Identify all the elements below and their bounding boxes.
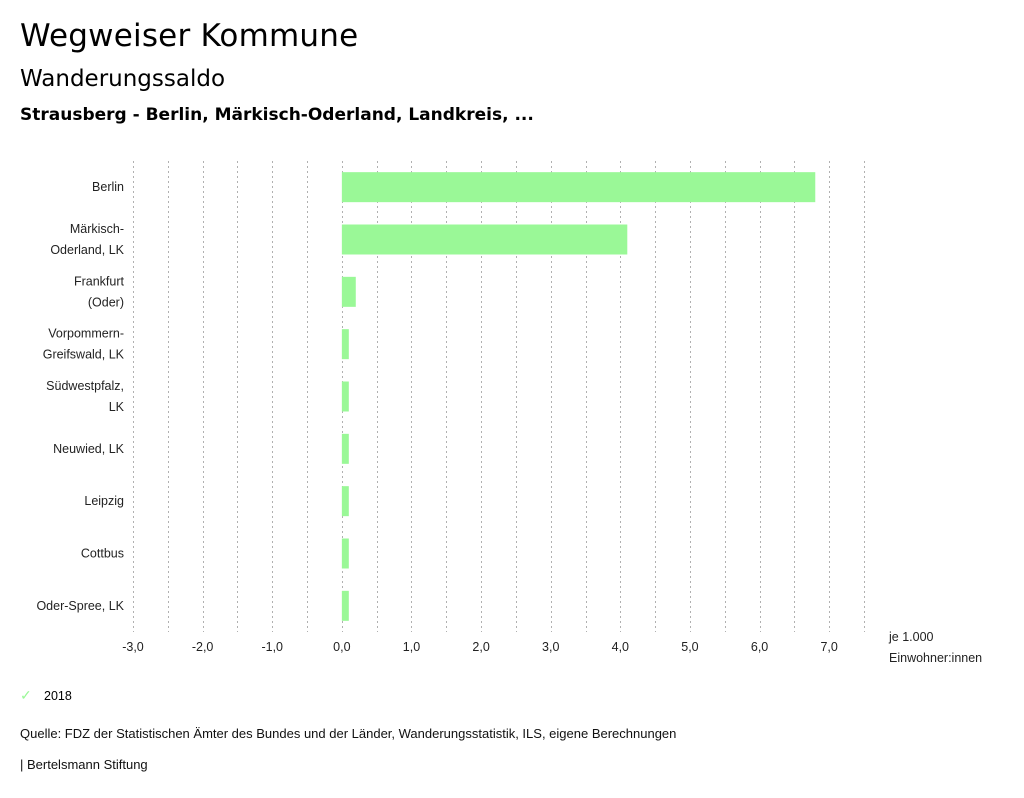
bar[interactable] [341, 538, 349, 569]
category-label-line: Leipzig [84, 494, 124, 508]
bar-chart: Berlin Märkisch- Oderland, LK Frankfurt (Ode… [36, 161, 982, 665]
legend-item-label: 2018 [44, 688, 72, 703]
bar[interactable] [341, 433, 349, 464]
category-label-line: Greifswald, LK [43, 348, 125, 362]
category-label: Cottbus [81, 547, 124, 561]
bar[interactable] [341, 172, 816, 203]
legend[interactable]: ✓ 2018 [20, 687, 72, 704]
category-label: Märkisch- Oderland, LK [50, 222, 124, 257]
x-tick-label: 5,0 [681, 640, 698, 654]
region-label: Strausberg - Berlin, Märkisch-Oderland, … [20, 105, 534, 125]
category-label: Vorpommern- Greifswald, LK [43, 327, 125, 362]
category-label: Südwestpfalz, LK [46, 379, 124, 414]
category-label-line: (Oder) [88, 295, 124, 309]
x-tick-label: 6,0 [751, 640, 768, 654]
x-tick-label: 7,0 [820, 640, 837, 654]
category-label-line: Oderland, LK [50, 243, 124, 257]
category-label-line: Oder-Spree, LK [36, 599, 124, 613]
category-label: Neuwied, LK [53, 442, 125, 456]
x-tick-label: -2,0 [192, 640, 214, 654]
category-label-line: Cottbus [81, 547, 124, 561]
category-label-line: Märkisch- [70, 222, 124, 236]
category-label-line: Südwestpfalz, [46, 379, 124, 393]
x-tick-label: 4,0 [612, 640, 629, 654]
publisher-note: | Bertelsmann Stiftung [20, 757, 148, 772]
x-tick-label: 3,0 [542, 640, 559, 654]
bar[interactable] [341, 224, 628, 255]
x-axis-unit-label: je 1.000 Einwohner:innen [888, 630, 982, 665]
category-label-line: Berlin [92, 180, 124, 194]
category-label-line: Neuwied, LK [53, 442, 125, 456]
x-axis-unit-line: je 1.000 [888, 630, 934, 644]
x-tick-label: -3,0 [122, 640, 144, 654]
category-label-line: Frankfurt [74, 274, 125, 288]
chart-subtitle: Wanderungssaldo [20, 66, 226, 92]
x-tick-label: 0,0 [333, 640, 350, 654]
x-tick-label: -1,0 [261, 640, 283, 654]
check-icon: ✓ [20, 687, 32, 703]
category-label-line: Vorpommern- [48, 327, 124, 341]
page-title: Wegweiser Kommune [20, 18, 359, 54]
bar[interactable] [341, 329, 349, 360]
bar[interactable] [341, 276, 356, 307]
source-note: Quelle: FDZ der Statistischen Ämter des … [20, 726, 677, 741]
category-label: Berlin [92, 180, 124, 194]
bar[interactable] [341, 486, 349, 517]
category-labels: Berlin Märkisch- Oderland, LK Frankfurt (Ode… [36, 180, 124, 613]
category-label-line: LK [109, 400, 125, 414]
bars [341, 172, 816, 621]
category-label: Leipzig [84, 494, 124, 508]
category-label: Oder-Spree, LK [36, 599, 124, 613]
bar[interactable] [341, 381, 349, 412]
x-tick-label: 2,0 [472, 640, 489, 654]
bar[interactable] [341, 590, 349, 621]
x-tick-labels: -3,0 -2,0 -1,0 0,0 1,0 2,0 3,0 4,0 5,0 6,0 7,0 [122, 640, 838, 654]
category-label: Frankfurt (Oder) [74, 274, 125, 309]
x-tick-label: 1,0 [403, 640, 420, 654]
x-axis-unit-line: Einwohner:innen [889, 651, 982, 665]
